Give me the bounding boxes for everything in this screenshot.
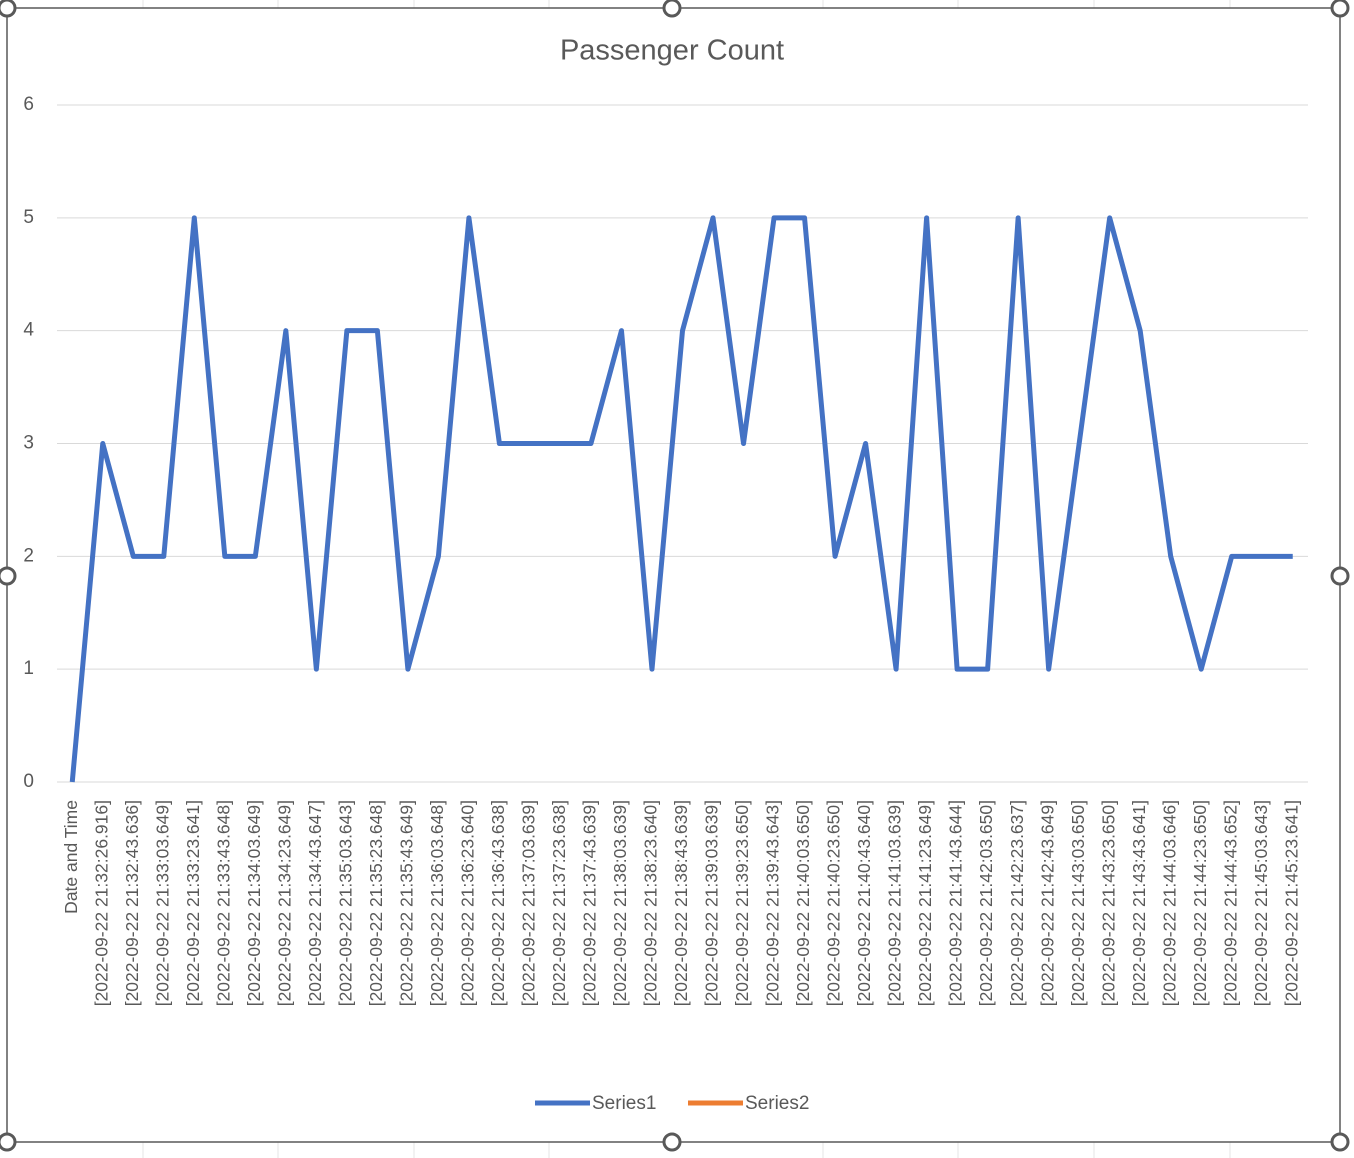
x-tick-label: [2022-09-22 21:32:26.916]: [91, 800, 111, 1006]
legend-label: Series2: [745, 1093, 809, 1114]
x-tick-label: [2022-09-22 21:39:43.643]: [763, 800, 783, 1006]
x-tick-label: [2022-09-22 21:42:03.650]: [976, 800, 996, 1006]
y-tick-label: 6: [23, 94, 34, 115]
x-tick-label: [2022-09-22 21:32:43.636]: [122, 800, 142, 1006]
x-tick-label: [2022-09-22 21:34:23.649]: [274, 800, 294, 1006]
x-tick-label: [2022-09-22 21:36:43.638]: [488, 800, 508, 1006]
x-tick-label: [2022-09-22 21:43:43.641]: [1129, 800, 1149, 1006]
x-tick-label: [2022-09-22 21:44:03.646]: [1159, 800, 1179, 1006]
x-tick-label: Date and Time: [61, 800, 81, 914]
series-line: [69, 215, 1293, 783]
chart-frame[interactable]: [6, 7, 1341, 1143]
x-tick-label: [2022-09-22 21:45:23.641]: [1281, 800, 1301, 1006]
x-tick-label: [2022-09-22 21:35:43.649]: [397, 800, 417, 1006]
y-tick-label: 2: [23, 545, 34, 566]
x-tick-label: [2022-09-22 21:33:23.641]: [183, 800, 203, 1006]
x-tick-label: [2022-09-22 21:43:03.650]: [1068, 800, 1088, 1006]
x-tick-label: [2022-09-22 21:42:43.649]: [1037, 800, 1057, 1006]
x-tick-label: [2022-09-22 21:37:03.639]: [519, 800, 539, 1006]
x-tick-label: [2022-09-22 21:35:03.643]: [335, 800, 355, 1006]
x-tick-label: [2022-09-22 21:38:23.640]: [641, 800, 661, 1006]
x-tick-label: [2022-09-22 21:34:43.647]: [305, 800, 325, 1006]
x-tick-label: [2022-09-22 21:45:03.643]: [1251, 800, 1271, 1006]
x-tick-label: [2022-09-22 21:44:23.650]: [1190, 800, 1210, 1006]
x-tick-label: [2022-09-22 21:36:03.648]: [427, 800, 447, 1006]
x-tick-label: [2022-09-22 21:40:03.650]: [793, 800, 813, 1006]
x-tick-label: [2022-09-22 21:41:43.644]: [946, 800, 966, 1006]
x-tick-label: [2022-09-22 21:33:43.648]: [213, 800, 233, 1006]
x-tick-label: [2022-09-22 21:35:23.648]: [366, 800, 386, 1006]
y-tick-label: 0: [23, 771, 34, 792]
chart-title: Passenger Count: [560, 35, 784, 67]
x-tick-label: [2022-09-22 21:38:03.639]: [610, 800, 630, 1006]
sheet-grid: [142, 0, 1231, 1158]
x-tick-label: [2022-09-22 21:42:23.637]: [1007, 800, 1027, 1006]
x-tick-label: [2022-09-22 21:40:23.650]: [824, 800, 844, 1006]
x-tick-label: [2022-09-22 21:44:43.652]: [1220, 800, 1240, 1006]
x-tick-label: [2022-09-22 21:37:43.639]: [580, 800, 600, 1006]
legend-label: Series1: [592, 1093, 656, 1114]
x-tick-label: [2022-09-22 21:37:23.638]: [549, 800, 569, 1006]
y-tick-label: 1: [23, 658, 34, 679]
y-tick-label: 5: [23, 207, 34, 228]
y-tick-label: 3: [23, 433, 34, 454]
x-tick-label: [2022-09-22 21:34:03.649]: [244, 800, 264, 1006]
x-tick-label: [2022-09-22 21:33:03.649]: [152, 800, 172, 1006]
x-tick-label: [2022-09-22 21:40:43.640]: [854, 800, 874, 1006]
x-tick-label: [2022-09-22 21:39:23.650]: [732, 800, 752, 1006]
x-tick-label: [2022-09-22 21:43:23.650]: [1098, 800, 1118, 1006]
x-tick-label: [2022-09-22 21:41:03.639]: [885, 800, 905, 1006]
x-tick-label: [2022-09-22 21:39:03.639]: [702, 800, 722, 1006]
x-tick-label: [2022-09-22 21:41:23.649]: [915, 800, 935, 1006]
x-tick-label: [2022-09-22 21:38:43.639]: [671, 800, 691, 1006]
y-tick-label: 4: [23, 320, 34, 341]
x-tick-label: [2022-09-22 21:36:23.640]: [458, 800, 478, 1006]
